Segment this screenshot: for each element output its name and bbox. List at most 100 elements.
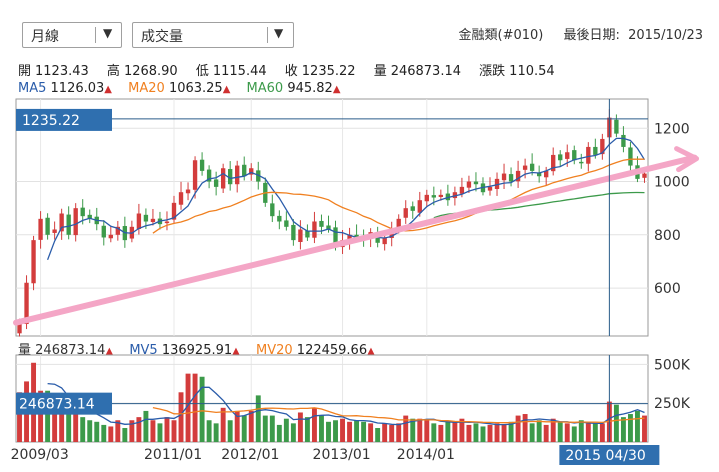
candle-body (213, 179, 219, 187)
candle-body (382, 237, 387, 245)
candle-body (31, 240, 36, 284)
candle-body (164, 221, 170, 224)
volume-bar (178, 392, 184, 442)
volume-bar (480, 426, 486, 442)
volume-bar (403, 415, 409, 442)
candle-body (319, 220, 324, 227)
volume-bar (199, 376, 205, 442)
volume-tick-label: 250K (654, 396, 691, 412)
volume-bar (459, 418, 465, 442)
candle-body (586, 146, 591, 164)
candle-body (73, 208, 78, 236)
volume-bar (129, 420, 135, 442)
volume-bar (452, 421, 458, 442)
candle-body (473, 181, 479, 185)
volume-bar (487, 424, 493, 442)
ohlc-low: 低 1115.44 (195, 64, 267, 79)
candle-body (150, 218, 156, 223)
candle-body (508, 174, 514, 182)
volume-bar (473, 423, 479, 442)
candle-body (410, 206, 415, 211)
candle-body (417, 200, 422, 213)
candle-body (487, 186, 493, 191)
candle-body (171, 202, 177, 220)
candle-body (494, 178, 500, 190)
volume-bar (59, 400, 65, 442)
volume-bar (17, 392, 22, 442)
volume-bar (311, 407, 317, 442)
volume-bar (375, 428, 381, 442)
candle-body (192, 160, 198, 190)
candle-body (59, 213, 64, 232)
mv20-line (152, 406, 645, 424)
period-select[interactable]: 月線 ▼ (22, 22, 122, 48)
candle-body (333, 227, 338, 246)
symbol-label: 金融類(#010) (458, 28, 544, 43)
candle-body (256, 170, 261, 182)
volume-bar (227, 420, 233, 442)
mv5-line (47, 382, 645, 426)
volume-legend-total: 量 246873.14▲ (18, 343, 114, 358)
candle-body (101, 225, 106, 238)
price-tag-text: 1235.22 (22, 113, 80, 129)
x-tick-label: 2011/01 (144, 447, 202, 463)
candle-body (38, 218, 43, 240)
candle-body (312, 221, 317, 238)
volume-bar (642, 415, 647, 442)
candle-body (277, 215, 282, 222)
volume-bar (578, 420, 584, 442)
candle-body (593, 146, 598, 155)
volume-bar (143, 410, 149, 442)
volume-bar (255, 395, 261, 442)
volume-bar (340, 418, 345, 442)
last-date-label: 最後日期: (563, 28, 620, 43)
candle-body (459, 186, 465, 194)
volume-bar (585, 423, 591, 442)
volume-bar (354, 420, 360, 442)
candle-body (579, 161, 584, 164)
ma-legend: MA5 1126.03▲ MA20 1063.25▲ MA60 945.82▲ (18, 81, 341, 96)
volume-bar (171, 420, 177, 442)
x-tick-label: 2013/01 (313, 447, 371, 463)
chevron-down-icon: ▼ (103, 26, 113, 40)
candle-body (536, 172, 542, 177)
volume-bar (269, 415, 275, 442)
volume-bar (592, 423, 598, 442)
candle-body (87, 214, 92, 219)
volume-bar (564, 423, 570, 442)
cursor-date-text: 2015 04/30 (565, 448, 645, 464)
volume-bar (150, 420, 156, 442)
indicator-select[interactable]: 成交量 ▼ (132, 22, 294, 48)
volume-bar (326, 421, 331, 442)
volume-bar (157, 423, 163, 442)
volume-bar (424, 420, 430, 442)
x-tick-label: 2012/01 (221, 447, 279, 463)
price-tick-label: 1000 (654, 175, 690, 191)
volume-bar (389, 424, 395, 442)
candle-body (396, 218, 401, 230)
candle-body (424, 194, 429, 202)
ma5-legend: MA5 1126.03▲ (18, 81, 112, 96)
candle-body (522, 165, 528, 170)
x-tick-label: 2014/01 (397, 447, 455, 463)
candle-body (628, 147, 633, 166)
volume-bar (543, 424, 549, 442)
volume-bar (417, 418, 423, 442)
ma5-line (46, 137, 646, 261)
indicator-select-value: 成交量 (141, 29, 183, 45)
volume-bar (550, 418, 556, 442)
candle-body (466, 181, 472, 188)
up-triangle-icon: ▲ (232, 346, 240, 357)
candle-body (206, 169, 212, 182)
candle-body (185, 189, 191, 194)
candle-body (52, 229, 57, 233)
volume-bar (613, 404, 619, 442)
volume-bar (297, 412, 303, 442)
candle-body (558, 154, 563, 161)
volume-bar (501, 424, 507, 442)
candle-body (298, 229, 303, 242)
mv5-legend: MV5 136925.91▲ (129, 343, 240, 358)
candle-body (403, 208, 408, 218)
candle-body (515, 170, 521, 182)
